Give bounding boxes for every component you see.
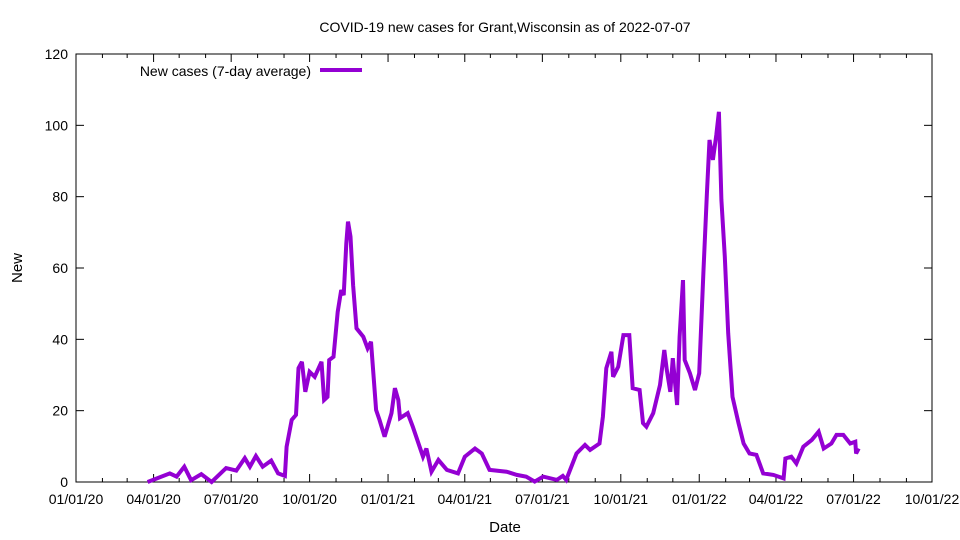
x-axis-label: Date xyxy=(489,519,521,536)
chart-title: COVID-19 new cases for Grant,Wisconsin a… xyxy=(319,19,690,35)
legend-label: New cases (7-day average) xyxy=(140,63,311,79)
y-tick-label: 60 xyxy=(52,260,68,276)
x-tick-labels: 01/01/20 04/01/20 07/01/20 10/01/20 01/01/21… xyxy=(49,491,960,507)
series-line xyxy=(146,111,861,485)
x-tick-label: 01/01/21 xyxy=(361,491,416,507)
x-tick-label: 01/01/20 xyxy=(49,491,104,507)
y-tick-label: 40 xyxy=(52,331,68,347)
x-tick-label: 10/01/20 xyxy=(282,491,337,507)
series-group xyxy=(146,111,861,485)
x-tick-label: 10/01/21 xyxy=(594,491,649,507)
y-tick-label: 80 xyxy=(52,189,68,205)
x-tick-label: 04/01/21 xyxy=(438,491,493,507)
y-tick-label: 120 xyxy=(45,46,69,62)
y-tick-label: 20 xyxy=(52,403,68,419)
x-tick-label: 07/01/22 xyxy=(826,491,881,507)
x-tick-label: 07/01/20 xyxy=(204,491,259,507)
y-tick-labels: 0 20 40 60 80 100 120 xyxy=(45,46,69,490)
y-tick-label: 100 xyxy=(45,117,69,133)
legend: New cases (7-day average) xyxy=(140,63,362,79)
x-tick-label: 04/01/20 xyxy=(126,491,181,507)
plot-frame xyxy=(75,53,933,483)
x-tick-label: 04/01/22 xyxy=(749,491,804,507)
x-tick-label: 01/01/22 xyxy=(672,491,727,507)
x-tick-label: 07/01/21 xyxy=(515,491,570,507)
y-tick-label: 0 xyxy=(60,474,68,490)
axis-ticks xyxy=(75,53,933,483)
y-axis-label: New xyxy=(9,253,26,283)
x-tick-label: 10/01/22 xyxy=(905,491,960,507)
